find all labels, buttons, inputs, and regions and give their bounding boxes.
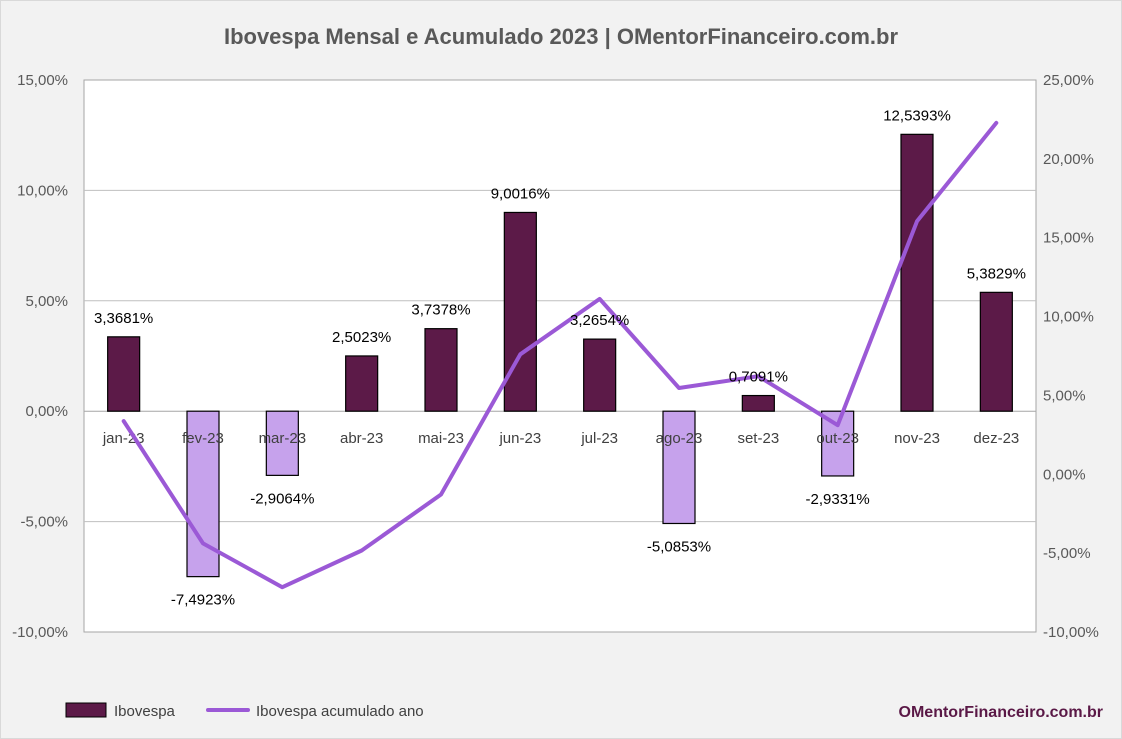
bar-data-label-mar-23: -2,9064% bbox=[250, 490, 314, 507]
y-axis-right-tick-label: 5,00% bbox=[1043, 387, 1086, 404]
bar-nov-23 bbox=[900, 133, 934, 412]
y-axis-right-tick-label: 15,00% bbox=[1043, 230, 1094, 247]
x-axis-tick-label: mar-23 bbox=[259, 430, 307, 447]
bar-data-label-jul-23: 3,2654% bbox=[570, 312, 629, 329]
y-axis-left-tick-label: 15,00% bbox=[17, 72, 68, 89]
bar-abr-23 bbox=[345, 355, 379, 412]
x-axis-tick-label: mai-23 bbox=[418, 430, 464, 447]
bar-data-label-nov-23: 12,5393% bbox=[883, 107, 951, 124]
y-axis-left-tick-label: 5,00% bbox=[25, 293, 68, 310]
legend-line-label: Ibovespa acumulado ano bbox=[256, 703, 424, 720]
x-axis-tick-label: ago-23 bbox=[656, 430, 703, 447]
y-axis-right-tick-label: -10,00% bbox=[1043, 624, 1099, 641]
bar-jan-23 bbox=[107, 336, 141, 412]
chart-title: Ibovespa Mensal e Acumulado 2023 | OMent… bbox=[224, 24, 899, 49]
x-axis-tick-label: nov-23 bbox=[894, 430, 940, 447]
x-axis-tick-label: abr-23 bbox=[340, 430, 383, 447]
bar-data-label-jan-23: 3,3681% bbox=[94, 310, 153, 327]
gridlines bbox=[84, 189, 1036, 523]
x-axis: jan-23 fev-23 mar-23 abr-23 mai-23 jun-23 jul-… bbox=[102, 430, 1019, 447]
bar-out-23 bbox=[821, 410, 855, 477]
bar-data-label-abr-23: 2,5023% bbox=[332, 329, 391, 346]
bar-jun-23 bbox=[503, 211, 537, 412]
bar-data-label-out-23: -2,9331% bbox=[806, 491, 870, 508]
y-axis-right-tick-label: -5,00% bbox=[1043, 545, 1091, 562]
bar-set-23 bbox=[741, 394, 775, 412]
line-ibovespa-acumulado-ano bbox=[121, 120, 999, 590]
x-axis-tick-label: dez-23 bbox=[973, 430, 1019, 447]
y-axis-right: 25,00% 20,00% 15,00% 10,00% 5,00% 0,00% -5,00%… bbox=[1043, 72, 1099, 641]
bar-data-label-dez-23: 5,3829% bbox=[967, 265, 1026, 282]
bar-mai-23 bbox=[424, 328, 458, 412]
x-axis-tick-label: jun-23 bbox=[498, 430, 541, 447]
bar-mar-23 bbox=[265, 410, 299, 476]
bar-data-labels: 3,3681% -7,4923% -2,9064% 2,5023% 3,7378% 9,0… bbox=[94, 107, 1026, 608]
x-axis-tick-label: out-23 bbox=[816, 430, 859, 447]
legend-bar-swatch bbox=[65, 702, 107, 718]
x-axis-tick-label: fev-23 bbox=[182, 430, 224, 447]
y-axis-left-tick-label: -10,00% bbox=[12, 624, 68, 641]
y-axis-right-tick-label: 0,00% bbox=[1043, 466, 1086, 483]
bar-data-label-jun-23: 9,0016% bbox=[491, 185, 550, 202]
bar-data-label-set-23: 0,7091% bbox=[729, 369, 788, 386]
y-axis-left: 15,00% 10,00% 5,00% 0,00% -5,00% -10,00% bbox=[12, 72, 68, 641]
line-series-ibovespa-acumulado bbox=[121, 120, 999, 590]
footer-brand: OMentorFinanceiro.com.br bbox=[899, 704, 1103, 721]
y-axis-right-tick-label: 25,00% bbox=[1043, 72, 1094, 89]
y-axis-right-tick-label: 10,00% bbox=[1043, 309, 1094, 326]
bar-ago-23 bbox=[662, 410, 696, 525]
y-axis-left-tick-label: -5,00% bbox=[20, 514, 68, 531]
y-axis-left-tick-label: 0,00% bbox=[25, 403, 68, 420]
bar-dez-23 bbox=[979, 291, 1013, 412]
x-axis-tick-label: jul-23 bbox=[580, 430, 618, 447]
legend-bar-label: Ibovespa bbox=[114, 703, 176, 720]
bar-data-label-mai-23: 3,7378% bbox=[411, 302, 470, 319]
bar-jul-23 bbox=[583, 338, 617, 412]
plot-area bbox=[83, 79, 1037, 633]
bar-data-label-fev-23: -7,4923% bbox=[171, 592, 235, 609]
x-axis-tick-label: set-23 bbox=[737, 430, 779, 447]
y-axis-right-tick-label: 20,00% bbox=[1043, 151, 1094, 168]
y-axis-left-tick-label: 10,00% bbox=[17, 182, 68, 199]
bar-data-label-ago-23: -5,0853% bbox=[647, 538, 711, 555]
legend: Ibovespa Ibovespa acumulado ano bbox=[65, 702, 424, 720]
